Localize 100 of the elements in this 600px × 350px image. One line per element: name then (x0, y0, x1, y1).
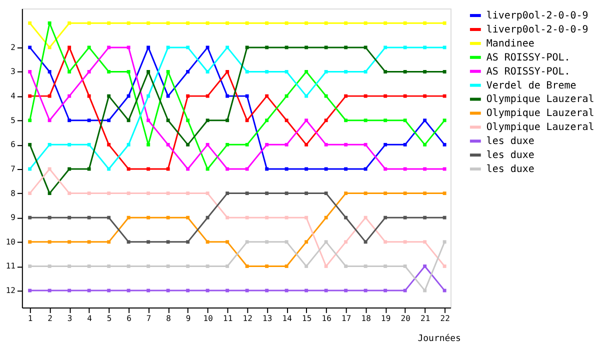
x-tick-label: 22 (440, 314, 450, 324)
point (304, 21, 308, 25)
point (206, 46, 210, 50)
point (284, 288, 288, 292)
point (186, 94, 190, 98)
point (87, 288, 91, 292)
point (126, 70, 130, 74)
point (384, 118, 388, 122)
point (28, 46, 32, 50)
point (344, 142, 348, 146)
point (384, 288, 388, 292)
x-tick-label: 3 (67, 314, 72, 324)
point (206, 142, 210, 146)
point (146, 288, 150, 292)
point (48, 288, 52, 292)
legend-label: liverp0ol-2-0-0-9 (486, 10, 588, 22)
y-tick-label: 5 (10, 116, 16, 125)
legend-label: les duxe (486, 164, 534, 176)
x-tick-label: 8 (166, 314, 172, 324)
point (146, 94, 150, 98)
point (265, 118, 269, 122)
point (265, 192, 269, 196)
y-tick-label: 12 (6, 286, 16, 296)
point (166, 70, 170, 74)
point (28, 192, 32, 196)
y-tick-label: 8 (10, 188, 16, 198)
point (107, 240, 111, 244)
point (48, 21, 52, 25)
y-tick-label: 4 (10, 92, 16, 101)
point (245, 264, 249, 268)
point (284, 118, 288, 122)
point (344, 46, 348, 50)
point (284, 21, 288, 25)
point (304, 46, 308, 50)
x-axis-title: Journées (418, 332, 461, 344)
point (442, 216, 446, 220)
point (384, 142, 388, 146)
point (107, 94, 111, 98)
point (324, 264, 328, 268)
point (403, 264, 407, 268)
point (304, 70, 308, 74)
point (226, 142, 230, 146)
point (344, 70, 348, 74)
point (166, 264, 170, 268)
point (304, 142, 308, 146)
point (126, 21, 130, 25)
point (384, 21, 388, 25)
point (324, 216, 328, 220)
point (166, 240, 170, 244)
legend-label: Mandinee (486, 38, 534, 50)
point (284, 192, 288, 196)
point (146, 240, 150, 244)
point (344, 94, 348, 98)
point (403, 192, 407, 196)
point (68, 118, 72, 122)
point (324, 21, 328, 25)
point (403, 94, 407, 98)
point (284, 46, 288, 50)
legend-label: Verdel de Breme (486, 80, 576, 92)
point (28, 118, 32, 122)
point (423, 70, 427, 74)
point (423, 142, 427, 146)
point (107, 142, 111, 146)
point (265, 216, 269, 220)
point (364, 264, 368, 268)
point (304, 94, 308, 98)
point (226, 46, 230, 50)
x-tick-label: 1 (28, 314, 33, 324)
point (344, 288, 348, 292)
point (126, 288, 130, 292)
point (324, 94, 328, 98)
line-series (28, 46, 446, 171)
x-tick-label: 9 (186, 314, 191, 324)
point (442, 192, 446, 196)
point (324, 142, 328, 146)
point (265, 70, 269, 74)
point (126, 192, 130, 196)
point (344, 216, 348, 220)
point (384, 192, 388, 196)
x-tick-label: 5 (106, 314, 112, 324)
point (226, 94, 230, 98)
point (107, 70, 111, 74)
point (226, 192, 230, 196)
point (186, 118, 190, 122)
point (126, 264, 130, 268)
point (423, 21, 427, 25)
point (146, 70, 150, 74)
point (28, 264, 32, 268)
legend-label: les duxe (486, 136, 534, 148)
point (442, 94, 446, 98)
point (284, 216, 288, 220)
point (364, 21, 368, 25)
point (87, 264, 91, 268)
point (245, 142, 249, 146)
point (186, 46, 190, 50)
y-tick-label: 7 (10, 164, 16, 174)
point (48, 240, 52, 244)
x-tick-label: 20 (400, 314, 411, 324)
point (226, 240, 230, 244)
line-series (28, 167, 446, 268)
